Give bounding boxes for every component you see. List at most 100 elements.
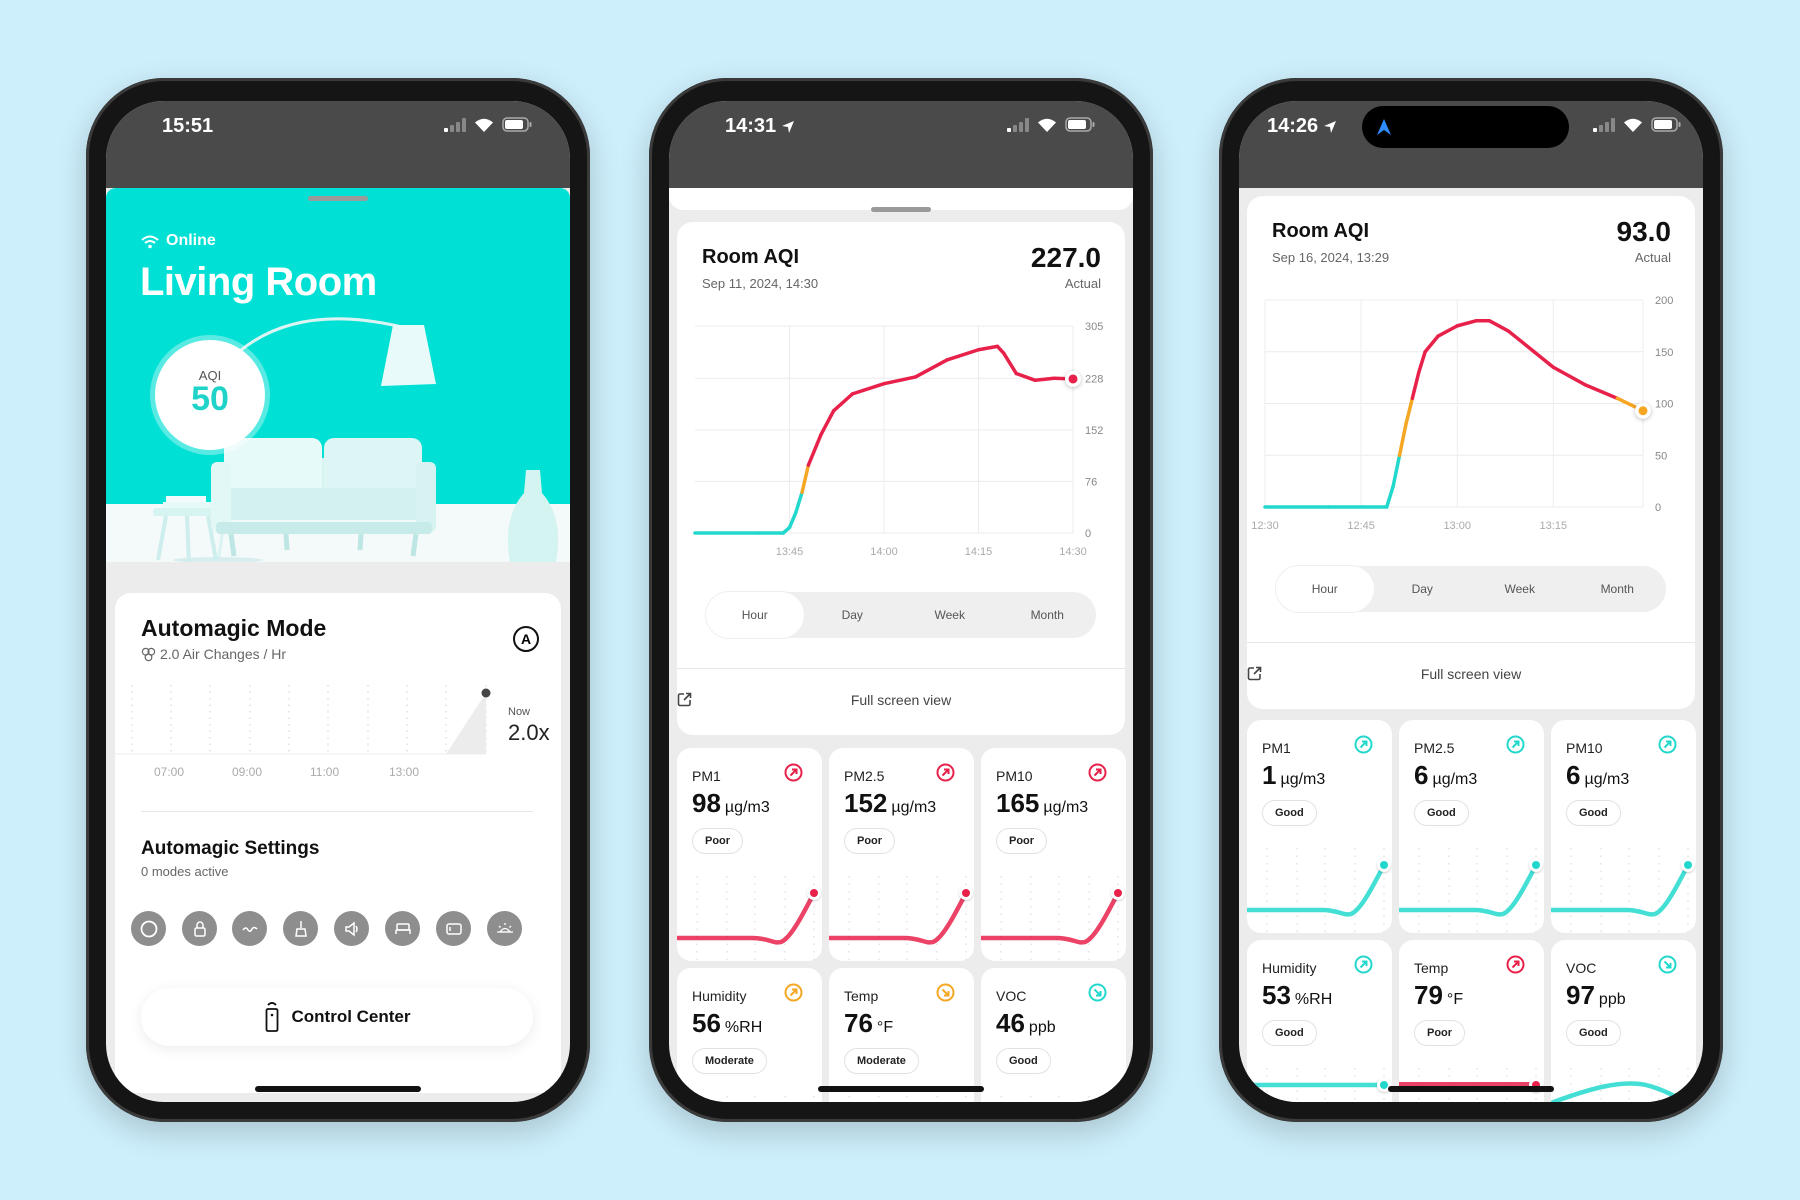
mode-button-bed[interactable] — [385, 911, 420, 946]
home-indicator[interactable] — [818, 1086, 984, 1092]
external-link-icon — [677, 692, 692, 707]
circle-icon — [140, 920, 157, 937]
sparkline-dot — [810, 889, 818, 897]
metric-number: 6 — [1566, 760, 1581, 790]
aqi-line-segment — [1455, 318, 1479, 328]
metric-number: 97 — [1566, 980, 1595, 1010]
tab-day[interactable]: Day — [841, 608, 863, 622]
sparkline-dot — [962, 889, 970, 897]
y-tick-label: 200 — [1655, 295, 1673, 307]
tab-hour[interactable]: Hour — [1276, 566, 1374, 612]
trend-up-icon — [784, 763, 803, 787]
aqi-line-segment — [819, 409, 836, 437]
current-point[interactable] — [1068, 374, 1078, 384]
home-indicator[interactable] — [1388, 1086, 1554, 1092]
current-point[interactable] — [1638, 406, 1648, 416]
tab-week[interactable]: Week — [934, 608, 965, 622]
external-link-icon — [1247, 666, 1262, 681]
metric-card-humidity[interactable]: Humidity 53 %RH Good — [1247, 940, 1392, 1102]
metric-unit: %RH — [1294, 991, 1333, 1008]
metric-card-pm10[interactable]: PM10 6 µg/m3 Good — [1551, 720, 1696, 933]
metric-sparkline — [1247, 1068, 1391, 1102]
sheet-handle[interactable] — [871, 207, 931, 212]
mode-button-circle[interactable] — [131, 911, 166, 946]
time-label: 09:00 — [232, 765, 263, 779]
divider — [1247, 642, 1695, 643]
aqi-line-segment — [1583, 383, 1620, 401]
metric-card-humidity[interactable]: Humidity 56 %RH Moderate — [677, 968, 822, 1102]
divider — [677, 668, 1125, 669]
x-tick-label: 13:45 — [776, 546, 804, 558]
tab-month[interactable]: Month — [1600, 582, 1634, 596]
y-tick-label: 228 — [1085, 373, 1103, 385]
living-room-illustration — [106, 317, 570, 562]
aqi-value: 50 — [191, 380, 229, 418]
metric-card-voc[interactable]: VOC 46 ppb Good — [981, 968, 1126, 1102]
metric-card-pm25[interactable]: PM2.5 152 µg/m3 Poor — [829, 748, 974, 961]
full-screen-view-button[interactable]: Full screen view — [677, 692, 1125, 708]
sparkline-dot — [1114, 889, 1122, 897]
mode-button-lock[interactable] — [182, 911, 217, 946]
tab-month[interactable]: Month — [1030, 608, 1064, 622]
trend-up-icon — [1354, 735, 1373, 759]
metric-unit: µg/m3 — [1280, 771, 1326, 788]
aqi-line-segment — [1532, 350, 1556, 370]
metric-status-badge: Poor — [692, 828, 744, 854]
status-icons — [1007, 117, 1095, 132]
metric-card-temp[interactable]: Temp 79 °F Poor — [1399, 940, 1544, 1102]
fan-icon — [241, 926, 258, 932]
metric-status-badge: Good — [1262, 800, 1317, 826]
aqi-line-segment — [800, 463, 811, 495]
now-dot — [481, 688, 491, 698]
x-tick-label: 14:15 — [965, 546, 993, 558]
metric-status-badge: Poor — [996, 828, 1048, 854]
screen-icon — [445, 922, 462, 935]
metric-label: PM2.5 — [844, 768, 885, 784]
metric-sparkline — [1247, 848, 1391, 933]
metric-label: Temp — [844, 988, 879, 1004]
sheet-handle[interactable] — [308, 196, 368, 201]
home-indicator[interactable] — [255, 1086, 421, 1092]
metric-label: Temp — [1414, 960, 1449, 976]
metric-number: 98 — [692, 788, 721, 818]
metric-card-pm1[interactable]: PM1 98 µg/m3 Poor — [677, 748, 822, 961]
status-bar: 14:31 — [669, 101, 1133, 188]
automagic-settings-title: Automagic Settings — [141, 838, 320, 859]
automagic-badge[interactable]: A — [513, 626, 539, 652]
phone-screen: 15:51 — [106, 101, 570, 1102]
metric-card-pm10[interactable]: PM10 165 µg/m3 Poor — [981, 748, 1126, 961]
mode-button-broom[interactable] — [283, 911, 318, 946]
sparkline-path — [981, 890, 1121, 945]
tab-day[interactable]: Day — [1411, 582, 1433, 596]
status-time: 14:31 — [725, 115, 795, 138]
metric-unit: µg/m3 — [1584, 771, 1630, 788]
control-center-button[interactable]: Control Center — [141, 988, 533, 1046]
metric-status-badge: Good — [996, 1048, 1051, 1074]
bed-icon — [394, 922, 411, 934]
mode-button-fan[interactable] — [232, 911, 267, 946]
x-tick-label: 14:00 — [870, 546, 898, 558]
trend-up-icon — [1658, 735, 1677, 759]
trend-down-icon — [1088, 983, 1107, 1007]
sparkline-dot — [1532, 861, 1540, 869]
metric-sparkline — [981, 876, 1125, 961]
metric-card-pm25[interactable]: PM2.5 6 µg/m3 Good — [1399, 720, 1544, 933]
tab-week[interactable]: Week — [1504, 582, 1535, 596]
status-time-text: 14:31 — [725, 115, 777, 137]
full-screen-view-button[interactable]: Full screen view — [1247, 666, 1695, 682]
metric-card-temp[interactable]: Temp 76 °F Moderate — [829, 968, 974, 1102]
time-label: 13:00 — [389, 765, 420, 779]
mode-button-sun[interactable] — [487, 911, 522, 946]
tab-hour[interactable]: Hour — [706, 592, 804, 638]
metric-card-voc[interactable]: VOC 97 ppb Good — [1551, 940, 1696, 1102]
phone-living-room: 15:51 — [86, 78, 590, 1122]
metric-card-pm1[interactable]: PM1 1 µg/m3 Good — [1247, 720, 1392, 933]
mode-button-speaker[interactable] — [334, 911, 369, 946]
metric-value: 152 µg/m3 — [844, 788, 936, 819]
aqi-badge[interactable]: AQI 50 — [155, 340, 265, 450]
full-screen-view-label: Full screen view — [850, 692, 952, 708]
mode-button-screen[interactable] — [436, 911, 471, 946]
metric-unit: °F — [876, 1019, 894, 1036]
lock-icon — [193, 920, 206, 937]
metric-label: PM10 — [996, 768, 1033, 784]
